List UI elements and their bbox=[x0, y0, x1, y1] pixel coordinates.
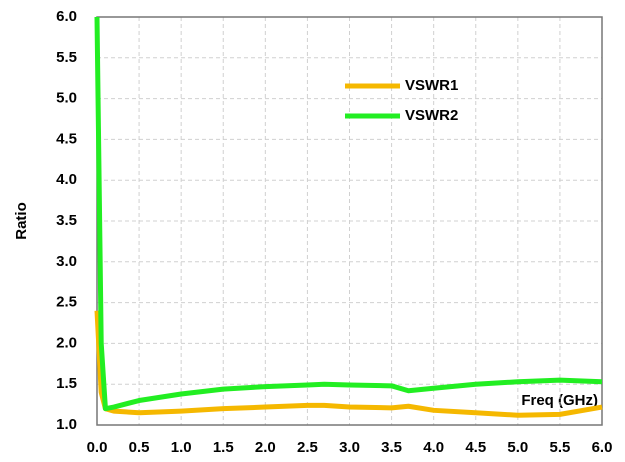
legend-label: VSWR1 bbox=[405, 77, 458, 94]
plot-border bbox=[96, 16, 603, 426]
y-tick-label: 5.0 bbox=[56, 90, 77, 107]
series-line bbox=[94, 16, 603, 412]
y-axis-label: Ratio bbox=[13, 202, 30, 240]
x-tick-label: 0.0 bbox=[87, 439, 108, 456]
x-tick-label: 3.0 bbox=[339, 439, 360, 456]
x-tick-label: 5.5 bbox=[549, 439, 570, 456]
y-tick-label: 1.5 bbox=[56, 375, 77, 392]
x-tick-label: 5.0 bbox=[507, 439, 528, 456]
x-tick-label: 2.5 bbox=[297, 439, 318, 456]
y-tick-label: 4.0 bbox=[56, 171, 77, 188]
x-axis-label: Freq (GHz) bbox=[521, 392, 598, 409]
y-tick-label: 3.0 bbox=[56, 253, 77, 270]
legend-label: VSWR2 bbox=[405, 107, 458, 124]
x-tick-label: 4.0 bbox=[423, 439, 444, 456]
x-tick-label: 6.0 bbox=[592, 439, 613, 456]
y-tick-label: 2.5 bbox=[56, 294, 77, 311]
y-tick-label: 4.5 bbox=[56, 130, 77, 147]
x-tick-label: 1.5 bbox=[213, 439, 234, 456]
y-tick-label: 6.0 bbox=[56, 8, 77, 25]
x-tick-label: 0.5 bbox=[129, 439, 150, 456]
y-tick-label: 3.5 bbox=[56, 212, 77, 229]
y-tick-label: 5.5 bbox=[56, 49, 77, 66]
y-tick-label: 2.0 bbox=[56, 334, 77, 351]
x-tick-label: 4.5 bbox=[465, 439, 486, 456]
x-tick-label: 3.5 bbox=[381, 439, 402, 456]
y-tick-label: 1.0 bbox=[56, 416, 77, 433]
x-tick-label: 2.0 bbox=[255, 439, 276, 456]
series-line bbox=[94, 310, 603, 418]
x-tick-label: 1.0 bbox=[171, 439, 192, 456]
